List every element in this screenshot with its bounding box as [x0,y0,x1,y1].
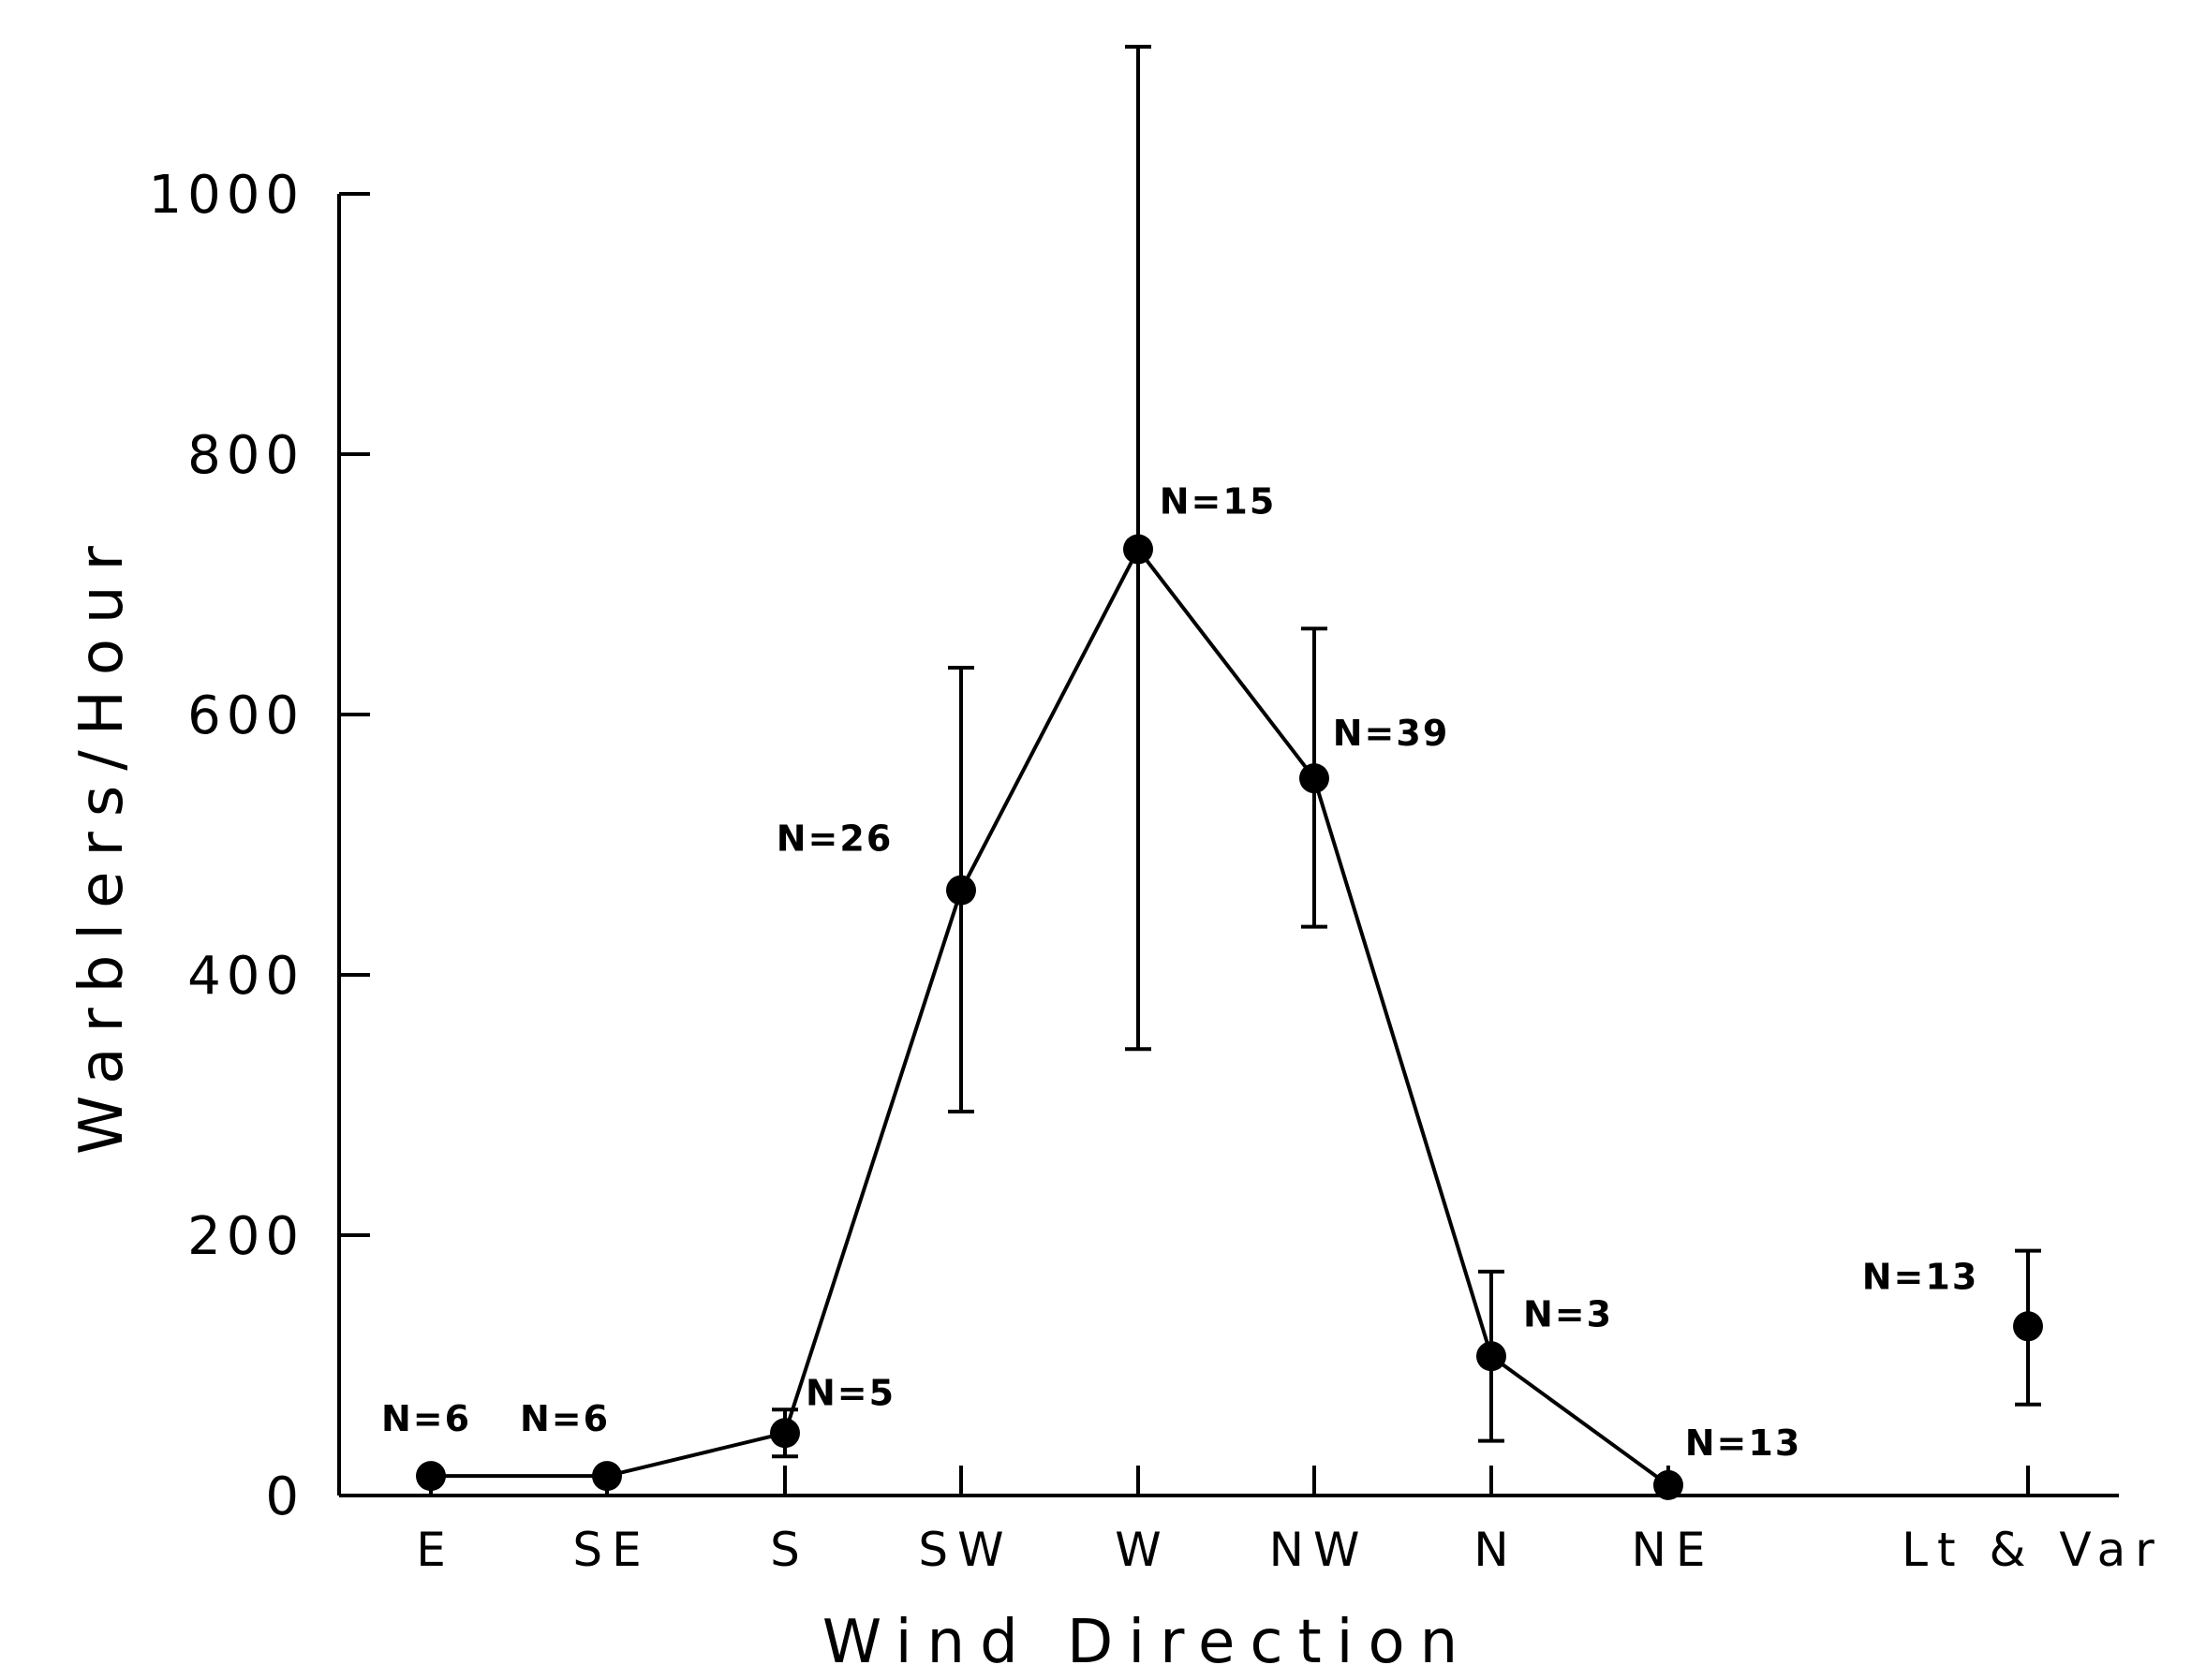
data-point-se [592,1461,622,1492]
x-axis-title: Wind Direction [822,1608,1473,1677]
data-point-sw [946,875,976,906]
data-point-lt-var [2013,1311,2043,1342]
x-axis: E SE S SW W NW N NE Lt & Var [339,1466,2164,1577]
y-tick-label-200: 200 [187,1206,304,1267]
x-tick-label-sw: SW [918,1523,1013,1577]
n-label-e: N=6 [381,1398,471,1439]
x-tick-label-ne: NE [1632,1523,1715,1577]
n-label-se: N=6 [520,1398,610,1439]
data-point-nw [1299,763,1329,794]
data-point-s [770,1418,800,1449]
n-label-s: N=5 [806,1372,896,1413]
data-point-w [1123,534,1153,565]
x-tick-label-e: E [416,1523,455,1577]
y-tick-label-800: 800 [187,425,304,486]
y-tick-label-1000: 1000 [148,165,304,226]
x-tick-label-w: W [1115,1523,1170,1577]
y-tick-label-600: 600 [187,685,304,746]
n-label-w: N=15 [1160,480,1277,522]
y-axis: 0 200 400 600 800 1000 [148,165,370,1527]
x-tick-label-se: SE [572,1523,650,1577]
plot-area: N=6 N=6 N=5 N=26 N=15 N=39 N=3 N=13 N=13 [381,44,2043,1500]
x-tick-label-s: S [770,1523,809,1577]
x-tick-label-nw: NW [1269,1523,1369,1577]
data-point-e [416,1461,446,1492]
n-label-lt-var: N=13 [1862,1256,1979,1297]
series-line [431,545,1670,1487]
y-axis-title: Warblers/Hour [67,531,137,1155]
n-label-sw: N=26 [777,818,894,860]
data-point-n [1476,1341,1506,1372]
y-tick-label-0: 0 [265,1466,304,1527]
n-label-ne: N=13 [1685,1422,1802,1464]
data-point-ne [1653,1469,1683,1500]
n-label-nw: N=39 [1333,713,1450,754]
n-label-n: N=3 [1523,1293,1613,1334]
x-tick-label-lt-var: Lt & Var [1902,1523,2164,1577]
x-tick-label-n: N [1473,1523,1517,1577]
y-tick-label-400: 400 [187,946,304,1007]
